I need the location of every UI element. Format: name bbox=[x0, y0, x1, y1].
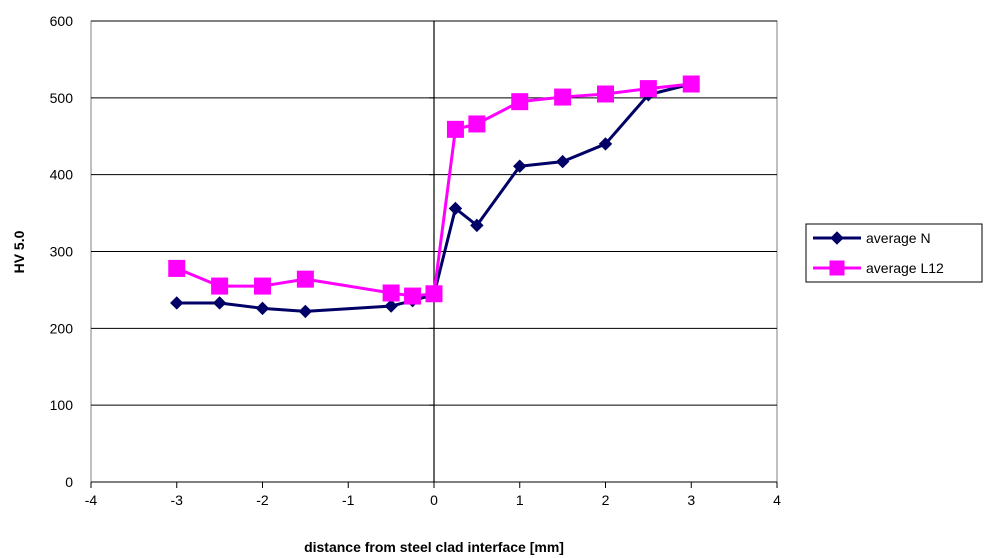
data-point bbox=[513, 159, 527, 173]
series-group bbox=[168, 75, 700, 319]
y-axis-title: HV 5.0 bbox=[11, 230, 27, 273]
data-point bbox=[470, 218, 484, 233]
data-point bbox=[598, 137, 613, 151]
y-tick-label: 500 bbox=[50, 90, 74, 106]
legend-items: average N average L12 bbox=[813, 230, 944, 276]
legend-label: average L12 bbox=[866, 260, 944, 276]
x-tick-label: 0 bbox=[430, 492, 438, 508]
x-tick-label: 2 bbox=[602, 492, 610, 508]
series-line bbox=[176, 82, 692, 313]
data-point bbox=[298, 304, 313, 319]
data-point bbox=[384, 299, 398, 313]
data-point bbox=[382, 284, 400, 302]
data-point bbox=[170, 296, 184, 310]
data-point bbox=[468, 115, 486, 133]
y-tick-label: 0 bbox=[65, 474, 73, 490]
axes bbox=[90, 20, 778, 488]
data-point bbox=[554, 88, 572, 106]
data-point bbox=[211, 277, 229, 295]
series-average-l12 bbox=[168, 75, 700, 305]
data-point bbox=[511, 93, 529, 111]
legend-marker bbox=[829, 260, 845, 276]
data-point bbox=[555, 154, 570, 169]
x-tick-label: -3 bbox=[171, 492, 184, 508]
y-tick-label: 400 bbox=[50, 167, 74, 183]
data-point bbox=[212, 296, 227, 310]
data-point bbox=[168, 259, 186, 277]
y-tick-label: 100 bbox=[50, 397, 74, 413]
legend-marker bbox=[830, 231, 844, 245]
x-tick-label: -2 bbox=[256, 492, 269, 508]
x-tick-label: 4 bbox=[773, 492, 781, 508]
y-tick-label: 200 bbox=[50, 320, 74, 336]
y-tick-labels: 0 100 200 300 400 500 600 bbox=[50, 13, 74, 490]
data-point bbox=[296, 270, 314, 288]
x-axis-title: distance from steel clad interface [mm] bbox=[304, 539, 564, 555]
data-point bbox=[446, 120, 464, 138]
data-point bbox=[254, 277, 271, 295]
data-point bbox=[448, 201, 463, 216]
x-tick-labels: -4 -3 -2 -1 0 1 2 3 4 bbox=[85, 492, 781, 508]
data-point bbox=[404, 287, 422, 305]
data-point bbox=[597, 85, 614, 103]
y-tick-label: 300 bbox=[50, 244, 74, 260]
y-tick-label: 600 bbox=[50, 13, 74, 29]
x-tick-label: -4 bbox=[85, 492, 98, 508]
legend-label: average N bbox=[866, 230, 931, 246]
data-point bbox=[639, 80, 657, 98]
data-point bbox=[682, 75, 700, 93]
legend: average N average L12 bbox=[805, 223, 983, 283]
data-point bbox=[425, 285, 443, 303]
x-tick-label: 1 bbox=[516, 492, 524, 508]
x-tick-label: -1 bbox=[342, 492, 355, 508]
x-tick-label: 3 bbox=[687, 492, 695, 508]
data-point bbox=[255, 301, 270, 316]
